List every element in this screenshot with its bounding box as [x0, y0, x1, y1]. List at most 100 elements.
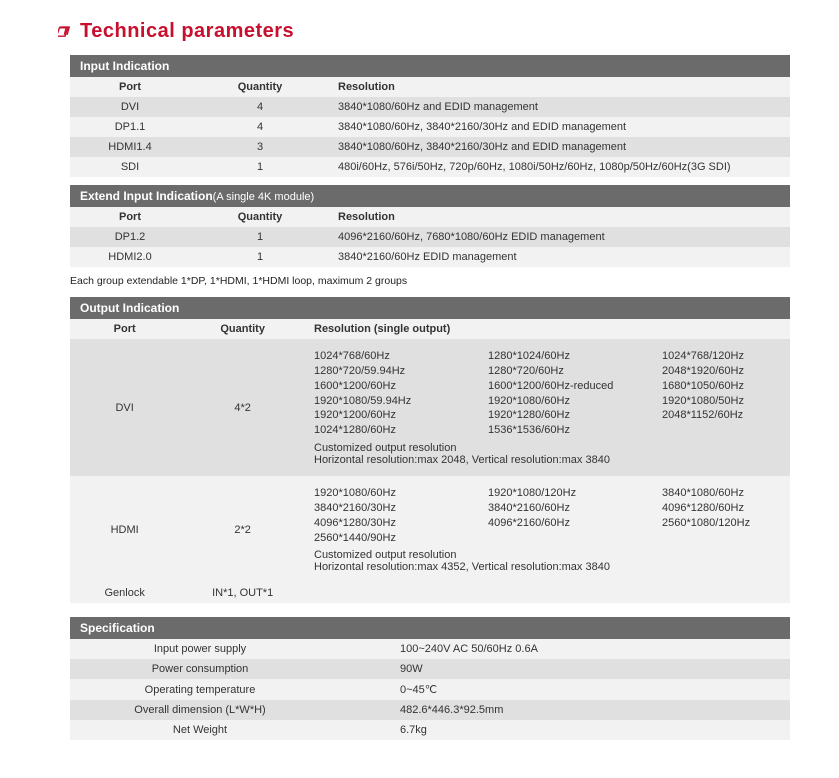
resolution-item [488, 531, 658, 546]
spec-value: 90W [330, 659, 790, 679]
section-subtitle: (A single 4K module) [213, 191, 315, 203]
col-port: Port [70, 207, 190, 227]
cell-port: DP1.2 [70, 227, 190, 247]
extend-note: Each group extendable 1*DP, 1*HDMI, 1*HD… [70, 275, 839, 287]
col-resolution: Resolution [330, 77, 790, 97]
title-icon [58, 25, 72, 39]
spec-label: Operating temperature [70, 679, 330, 700]
table-row: HDMI2.013840*2160/60Hz EDID management [70, 247, 790, 267]
spec-value: 6.7kg [330, 720, 790, 740]
resolution-item: 1920*1080/60Hz [314, 486, 484, 501]
resolution-grid: 1920*1080/60Hz 1920*1080/120Hz 3840*1080/6… [314, 486, 782, 545]
resolution-item: 1280*720/59.94Hz [314, 364, 484, 379]
resolution-item: 4096*1280/60Hz [662, 501, 782, 516]
resolution-item [662, 531, 782, 546]
cell-resolution: 3840*1080/60Hz, 3840*2160/30Hz and EDID … [330, 137, 790, 157]
resolution-item: 1920*1080/50Hz [662, 394, 782, 409]
spec-label: Overall dimension (L*W*H) [70, 700, 330, 720]
col-resolution: Resolution (single output) [306, 319, 790, 339]
resolution-item: 2560*1080/120Hz [662, 516, 782, 531]
cell-port: HDMI2.0 [70, 247, 190, 267]
cell-qty: 1 [190, 157, 330, 177]
cell-port: DVI [70, 97, 190, 117]
resolution-item: 1920*1080/120Hz [488, 486, 658, 501]
section-title: Output Indication [80, 301, 179, 315]
resolution-item: 1600*1200/60Hz-reduced [488, 379, 658, 394]
cell-resolution: 3840*1080/60Hz and EDID management [330, 97, 790, 117]
resolution-item: 1680*1050/60Hz [662, 379, 782, 394]
resolution-item: 1600*1200/60Hz [314, 379, 484, 394]
col-quantity: Quantity [190, 77, 330, 97]
resolution-item: 1280*720/60Hz [488, 364, 658, 379]
spec-label: Net Weight [70, 720, 330, 740]
section-header-extend: Extend Input Indication(A single 4K modu… [70, 185, 790, 207]
cell-resolution: 3840*2160/60Hz EDID management [330, 247, 790, 267]
col-quantity: Quantity [179, 319, 306, 339]
table-row: Power consumption90W [70, 659, 790, 679]
col-port: Port [70, 319, 179, 339]
table-row: DVI4*21024*768/60Hz1280*1024/60Hz1024*76… [70, 339, 790, 476]
cell-resolution: 1920*1080/60Hz 1920*1080/120Hz 3840*1080/6… [306, 476, 790, 583]
custom-resolution-label: Customized output resolution [314, 549, 782, 561]
resolution-item [662, 423, 782, 438]
cell-resolution: 3840*1080/60Hz, 3840*2160/30Hz and EDID … [330, 117, 790, 137]
resolution-item: 1920*1080/59.94Hz [314, 394, 484, 409]
resolution-item: 2048*1152/60Hz [662, 408, 782, 423]
section-header-spec: Specification [70, 617, 790, 639]
table-row: DP1.214096*2160/60Hz, 7680*1080/60Hz EDI… [70, 227, 790, 247]
cell-port: DP1.1 [70, 117, 190, 137]
cell-resolution: 1024*768/60Hz1280*1024/60Hz1024*768/120H… [306, 339, 790, 476]
col-quantity: Quantity [190, 207, 330, 227]
cell-port: SDI [70, 157, 190, 177]
section-header-output: Output Indication [70, 297, 790, 319]
cell-qty: 4 [190, 97, 330, 117]
spec-label: Power consumption [70, 659, 330, 679]
resolution-item: 4096*1280/30Hz [314, 516, 484, 531]
extend-input-table: Port Quantity Resolution DP1.214096*2160… [70, 207, 790, 267]
resolution-item: 1920*1080/60Hz [488, 394, 658, 409]
table-row: SDI1480i/60Hz, 576i/50Hz, 720p/60Hz, 108… [70, 157, 790, 177]
spec-label: Input power supply [70, 639, 330, 659]
section-title: Input Indication [80, 59, 169, 73]
section-title: Specification [80, 621, 155, 635]
specification-table: Input power supply100~240V AC 50/60Hz 0.… [70, 639, 790, 740]
resolution-item: 1024*768/120Hz [662, 349, 782, 364]
table-row: Input power supply100~240V AC 50/60Hz 0.… [70, 639, 790, 659]
table-header-row: Port Quantity Resolution (single output) [70, 319, 790, 339]
resolution-item: 3840*1080/60Hz [662, 486, 782, 501]
col-resolution: Resolution [330, 207, 790, 227]
resolution-grid: 1024*768/60Hz1280*1024/60Hz1024*768/120H… [314, 349, 782, 438]
cell-qty: 4 [190, 117, 330, 137]
table-row: HDMI1.433840*1080/60Hz, 3840*2160/30Hz a… [70, 137, 790, 157]
input-indication-section: Input Indication Port Quantity Resolutio… [70, 55, 790, 177]
resolution-item: 1536*1536/60Hz [488, 423, 658, 438]
cell-port: HDMI [70, 476, 179, 583]
spec-value: 0~45℃ [330, 679, 790, 700]
section-header-input: Input Indication [70, 55, 790, 77]
table-row: GenlockIN*1, OUT*1 [70, 583, 790, 603]
table-row: Operating temperature0~45℃ [70, 679, 790, 700]
table-header-row: Port Quantity Resolution [70, 207, 790, 227]
cell-resolution: 480i/60Hz, 576i/50Hz, 720p/60Hz, 1080i/5… [330, 157, 790, 177]
specification-section: Specification Input power supply100~240V… [70, 617, 790, 740]
resolution-item: 1024*768/60Hz [314, 349, 484, 364]
cell-qty: 4*2 [179, 339, 306, 476]
table-row: HDMI2*2 1920*1080/60Hz 1920*1080/120Hz 3840… [70, 476, 790, 583]
cell-resolution: 4096*2160/60Hz, 7680*1080/60Hz EDID mana… [330, 227, 790, 247]
custom-resolution-label: Customized output resolution [314, 442, 782, 454]
resolution-item: 1920*1200/60Hz [314, 408, 484, 423]
extend-input-section: Extend Input Indication(A single 4K modu… [70, 185, 790, 267]
cell-port: HDMI1.4 [70, 137, 190, 157]
custom-resolution-detail: Horizontal resolution:max 2048, Vertical… [314, 454, 782, 466]
resolution-item: 1920*1280/60Hz [488, 408, 658, 423]
output-indication-table: Port Quantity Resolution (single output)… [70, 319, 790, 603]
table-header-row: Port Quantity Resolution [70, 77, 790, 97]
cell-qty: 2*2 [179, 476, 306, 583]
output-indication-section: Output Indication Port Quantity Resoluti… [70, 297, 790, 603]
table-row: Overall dimension (L*W*H)482.6*446.3*92.… [70, 700, 790, 720]
custom-resolution-detail: Horizontal resolution:max 4352, Vertical… [314, 561, 782, 573]
input-indication-table: Port Quantity Resolution DVI43840*1080/6… [70, 77, 790, 177]
cell-port: Genlock [70, 583, 179, 603]
cell-qty: 3 [190, 137, 330, 157]
cell-resolution [306, 583, 790, 603]
